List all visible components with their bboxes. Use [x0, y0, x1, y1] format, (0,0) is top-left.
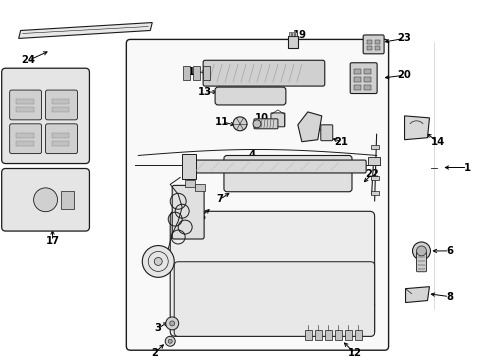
FancyBboxPatch shape	[349, 63, 376, 94]
FancyBboxPatch shape	[1, 168, 89, 231]
Circle shape	[34, 188, 58, 212]
Bar	[366, 46, 371, 50]
Bar	[363, 85, 370, 90]
FancyBboxPatch shape	[363, 35, 383, 54]
Text: 10: 10	[254, 113, 268, 123]
FancyBboxPatch shape	[45, 124, 77, 154]
Text: 17: 17	[45, 236, 60, 246]
FancyBboxPatch shape	[10, 124, 41, 154]
Circle shape	[154, 257, 162, 265]
Bar	[354, 330, 361, 340]
Bar	[353, 85, 360, 90]
FancyBboxPatch shape	[170, 211, 374, 336]
Text: 15: 15	[193, 212, 207, 222]
Bar	[51, 99, 69, 104]
Bar	[367, 157, 379, 165]
Bar	[16, 141, 34, 146]
Polygon shape	[405, 287, 428, 302]
Bar	[366, 40, 371, 44]
Polygon shape	[19, 23, 152, 39]
Text: 5: 5	[184, 159, 191, 170]
Bar	[61, 192, 74, 209]
FancyBboxPatch shape	[188, 160, 366, 173]
Text: 19: 19	[292, 31, 306, 40]
Text: 2: 2	[150, 348, 157, 358]
Polygon shape	[297, 112, 321, 142]
Text: 13: 13	[198, 87, 212, 97]
Circle shape	[252, 120, 261, 128]
Text: 14: 14	[429, 137, 444, 147]
FancyBboxPatch shape	[416, 252, 426, 272]
Bar	[353, 69, 360, 74]
FancyBboxPatch shape	[320, 125, 332, 141]
Text: 8: 8	[445, 292, 452, 302]
Text: 18: 18	[188, 67, 202, 77]
FancyBboxPatch shape	[203, 60, 324, 86]
FancyBboxPatch shape	[270, 113, 285, 127]
FancyBboxPatch shape	[174, 262, 374, 336]
Circle shape	[233, 117, 246, 131]
FancyBboxPatch shape	[215, 87, 285, 105]
Text: 3: 3	[155, 323, 162, 333]
Bar	[182, 154, 196, 179]
Circle shape	[416, 246, 426, 256]
Bar	[195, 184, 204, 192]
Bar	[363, 69, 370, 74]
Bar	[16, 133, 34, 138]
Bar	[51, 141, 69, 146]
Bar	[288, 32, 290, 36]
Text: 11: 11	[215, 117, 229, 127]
Text: 21: 21	[334, 137, 348, 147]
Circle shape	[165, 336, 175, 346]
Bar	[51, 107, 69, 112]
Text: 22: 22	[364, 170, 378, 180]
Bar	[16, 107, 34, 112]
Bar	[287, 36, 297, 48]
Polygon shape	[404, 116, 428, 140]
Circle shape	[142, 246, 174, 277]
Bar	[185, 180, 195, 187]
Text: 12: 12	[347, 348, 361, 358]
Bar	[374, 40, 379, 44]
Text: 6: 6	[445, 246, 452, 256]
FancyBboxPatch shape	[10, 90, 41, 120]
Bar	[334, 330, 341, 340]
Bar	[203, 66, 210, 80]
Text: 16: 16	[45, 87, 60, 97]
Text: 24: 24	[21, 55, 36, 65]
FancyBboxPatch shape	[126, 39, 388, 350]
Bar	[370, 176, 378, 180]
Bar	[363, 77, 370, 82]
Bar	[370, 145, 378, 149]
Bar	[291, 32, 293, 36]
Bar	[353, 77, 360, 82]
Bar	[314, 330, 321, 340]
Bar	[183, 66, 190, 80]
Bar	[324, 330, 331, 340]
Bar	[370, 191, 378, 195]
FancyBboxPatch shape	[172, 185, 203, 239]
Text: 1: 1	[463, 162, 470, 172]
Text: 20: 20	[397, 70, 410, 80]
Bar	[294, 32, 296, 36]
Text: 4: 4	[248, 150, 255, 159]
Bar	[16, 99, 34, 104]
FancyBboxPatch shape	[224, 156, 351, 192]
FancyBboxPatch shape	[45, 90, 77, 120]
Text: 7: 7	[216, 194, 223, 204]
FancyBboxPatch shape	[253, 119, 277, 129]
Circle shape	[168, 339, 172, 343]
Circle shape	[169, 321, 174, 326]
Bar	[304, 330, 311, 340]
Circle shape	[165, 317, 178, 330]
Circle shape	[412, 242, 429, 260]
Bar	[370, 161, 378, 165]
Bar	[51, 133, 69, 138]
Bar	[344, 330, 351, 340]
Text: 9: 9	[324, 125, 330, 135]
Bar	[193, 66, 200, 80]
Text: 23: 23	[397, 33, 410, 44]
FancyBboxPatch shape	[1, 68, 89, 163]
Bar	[374, 46, 379, 50]
